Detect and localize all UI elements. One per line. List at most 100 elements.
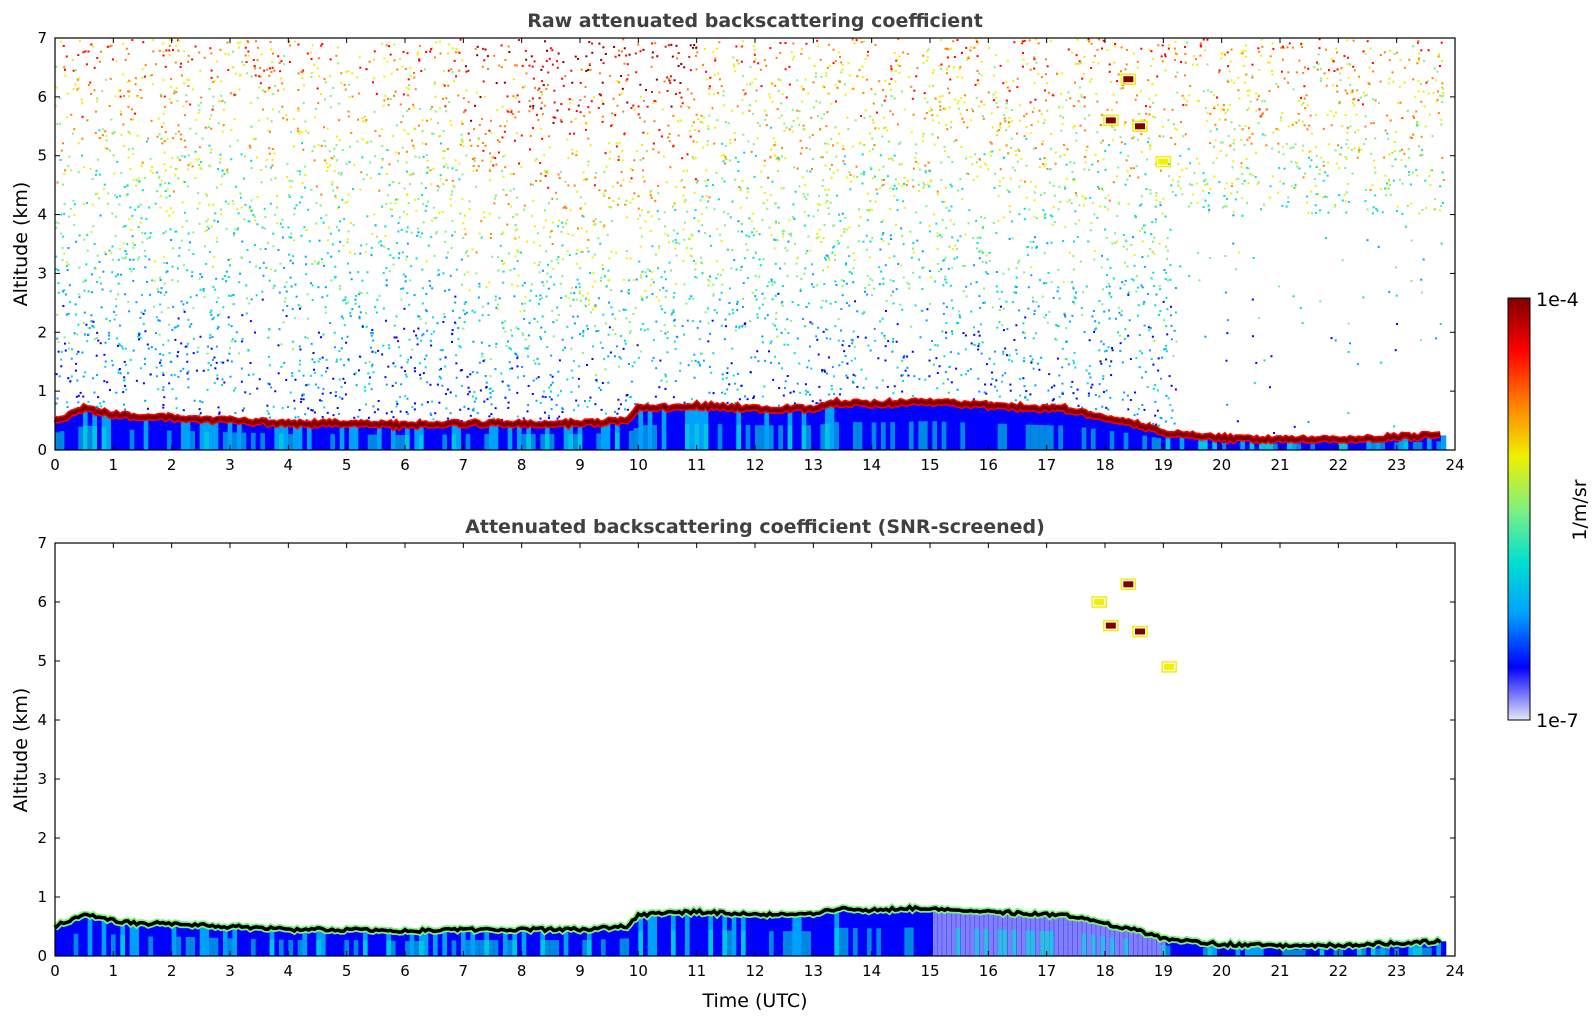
noise-dot	[911, 179, 914, 182]
noise-dot	[1204, 335, 1207, 338]
noise-dot	[1151, 250, 1154, 253]
noise-dot	[170, 374, 173, 377]
noise-dot	[976, 79, 979, 82]
noise-dot	[803, 272, 806, 275]
noise-dot	[810, 168, 813, 171]
noise-dot	[587, 68, 590, 71]
noise-dot	[390, 208, 393, 211]
noise-dot	[750, 231, 753, 234]
noise-dot	[589, 62, 592, 65]
noise-dot	[1170, 184, 1173, 187]
noise-dot	[1093, 213, 1096, 216]
noise-dot	[736, 388, 739, 391]
noise-dot	[462, 111, 465, 114]
noise-dot	[421, 194, 424, 197]
noise-dot	[1039, 157, 1042, 160]
noise-dot	[404, 67, 407, 70]
noise-dot	[1022, 377, 1025, 380]
noise-dot	[130, 270, 133, 273]
noise-dot	[445, 179, 448, 182]
noise-dot	[122, 391, 125, 394]
noise-dot	[1025, 245, 1028, 248]
noise-dot	[1227, 134, 1230, 137]
noise-dot	[882, 239, 885, 242]
noise-dot	[1225, 359, 1228, 362]
noise-dot	[884, 95, 887, 98]
noise-dot	[293, 213, 296, 216]
noise-dot	[882, 277, 885, 280]
noise-dot	[760, 186, 763, 189]
noise-dot	[1422, 60, 1425, 63]
noise-dot	[393, 324, 396, 327]
noise-dot	[460, 385, 463, 388]
noise-dot	[1338, 194, 1341, 197]
noise-dot	[134, 208, 137, 211]
noise-dot	[479, 389, 482, 392]
noise-dot	[449, 198, 452, 201]
noise-dot	[216, 327, 219, 330]
noise-dot	[1441, 101, 1444, 104]
noise-dot	[328, 150, 331, 153]
noise-dot	[694, 157, 697, 160]
noise-dot	[1150, 65, 1153, 68]
noise-dot	[903, 182, 906, 185]
noise-dot	[204, 126, 207, 129]
noise-dot	[901, 234, 904, 237]
noise-dot	[1371, 62, 1374, 65]
noise-dot	[1325, 84, 1328, 87]
noise-dot	[774, 294, 777, 297]
noise-dot	[629, 257, 632, 260]
noise-dot	[602, 313, 605, 316]
noise-dot	[609, 150, 612, 153]
noise-dot	[614, 410, 617, 413]
noise-dot	[56, 181, 59, 184]
noise-dot	[338, 119, 341, 122]
noise-dot	[676, 232, 679, 235]
noise-dot	[1043, 165, 1046, 168]
noise-dot	[869, 349, 872, 352]
noise-dot	[1249, 173, 1252, 176]
noise-dot	[803, 184, 806, 187]
noise-dot	[724, 155, 727, 158]
noise-dot	[1393, 141, 1396, 144]
noise-dot	[738, 186, 741, 189]
noise-dot	[1143, 300, 1146, 303]
noise-dot	[122, 226, 125, 229]
noise-dot	[535, 377, 538, 380]
noise-dot	[558, 415, 561, 418]
noise-dot	[250, 159, 253, 162]
noise-dot	[886, 129, 889, 132]
noise-dot	[1150, 50, 1153, 53]
noise-dot	[1415, 169, 1418, 172]
noise-dot	[812, 215, 815, 218]
noise-dot	[1119, 334, 1122, 337]
noise-dot	[370, 254, 373, 257]
noise-dot	[526, 410, 529, 413]
noise-dot	[288, 236, 291, 239]
noise-dot	[1164, 53, 1167, 56]
noise-dot	[1088, 365, 1091, 368]
noise-dot	[206, 388, 209, 391]
noise-dot	[509, 269, 512, 272]
noise-dot	[1389, 193, 1392, 196]
noise-dot	[407, 83, 410, 86]
noise-dot	[866, 192, 869, 195]
noise-dot	[998, 297, 1001, 300]
noise-dot	[278, 328, 281, 331]
noise-dot	[87, 50, 90, 53]
noise-dot	[1129, 358, 1132, 361]
noise-dot	[476, 54, 479, 57]
noise-dot	[116, 160, 119, 163]
noise-dot	[211, 318, 214, 321]
noise-dot	[1376, 209, 1379, 212]
noise-dot	[179, 133, 182, 136]
noise-dot	[652, 281, 655, 284]
noise-dot	[763, 159, 766, 162]
noise-dot	[682, 170, 685, 173]
noise-dot	[735, 268, 738, 271]
noise-dot	[228, 346, 231, 349]
noise-dot	[1027, 307, 1030, 310]
noise-dot	[1062, 143, 1065, 146]
noise-dot	[781, 304, 784, 307]
noise-dot	[172, 247, 175, 250]
